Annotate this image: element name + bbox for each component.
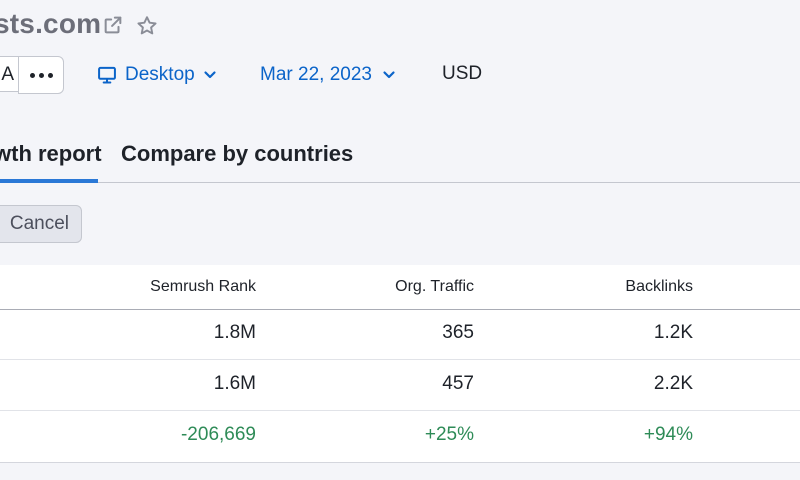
region-selector-button[interactable]: A bbox=[0, 56, 18, 92]
table-header-divider bbox=[0, 309, 800, 310]
table-cell-change: +94% bbox=[643, 424, 693, 445]
tab-compare-by-countries[interactable]: Compare by countries bbox=[121, 141, 354, 166]
tab-growth-report[interactable]: wth report bbox=[0, 141, 102, 166]
table-cell-change: +25% bbox=[424, 424, 474, 445]
device-selector[interactable]: Desktop bbox=[97, 63, 217, 87]
table-cell: 1.2K bbox=[653, 322, 693, 343]
active-tab-indicator bbox=[0, 179, 98, 183]
monitor-icon bbox=[98, 66, 116, 84]
column-header-org-traffic[interactable]: Org. Traffic bbox=[395, 278, 474, 295]
domain-title: sts.com bbox=[0, 8, 102, 39]
table-cell-change: -206,669 bbox=[180, 424, 256, 445]
external-link-icon[interactable] bbox=[102, 14, 124, 36]
table-cell: 365 bbox=[442, 322, 474, 343]
tabs-divider bbox=[0, 182, 800, 183]
column-header-backlinks[interactable]: Backlinks bbox=[625, 278, 693, 295]
table-cell: 457 bbox=[442, 373, 474, 394]
table-cell: 1.6M bbox=[213, 373, 256, 394]
cancel-button[interactable]: Cancel bbox=[0, 205, 82, 243]
table-cell: 2.2K bbox=[653, 373, 693, 394]
date-selector[interactable]: Mar 22, 2023 bbox=[260, 63, 396, 87]
column-header-semrush-rank[interactable]: Semrush Rank bbox=[150, 278, 256, 295]
table-row-divider bbox=[0, 359, 800, 360]
chevron-down-icon bbox=[204, 71, 216, 79]
more-dots-icon bbox=[29, 72, 35, 78]
star-icon[interactable] bbox=[135, 14, 159, 38]
currency-label: USD bbox=[442, 63, 483, 84]
comparison-table bbox=[0, 265, 800, 463]
table-row-divider bbox=[0, 410, 800, 411]
device-selector-label: Desktop bbox=[125, 64, 195, 85]
more-options-button[interactable] bbox=[18, 56, 64, 94]
date-selector-label: Mar 22, 2023 bbox=[260, 64, 372, 85]
table-cell: 1.8M bbox=[213, 322, 256, 343]
chevron-down-icon bbox=[383, 71, 395, 79]
